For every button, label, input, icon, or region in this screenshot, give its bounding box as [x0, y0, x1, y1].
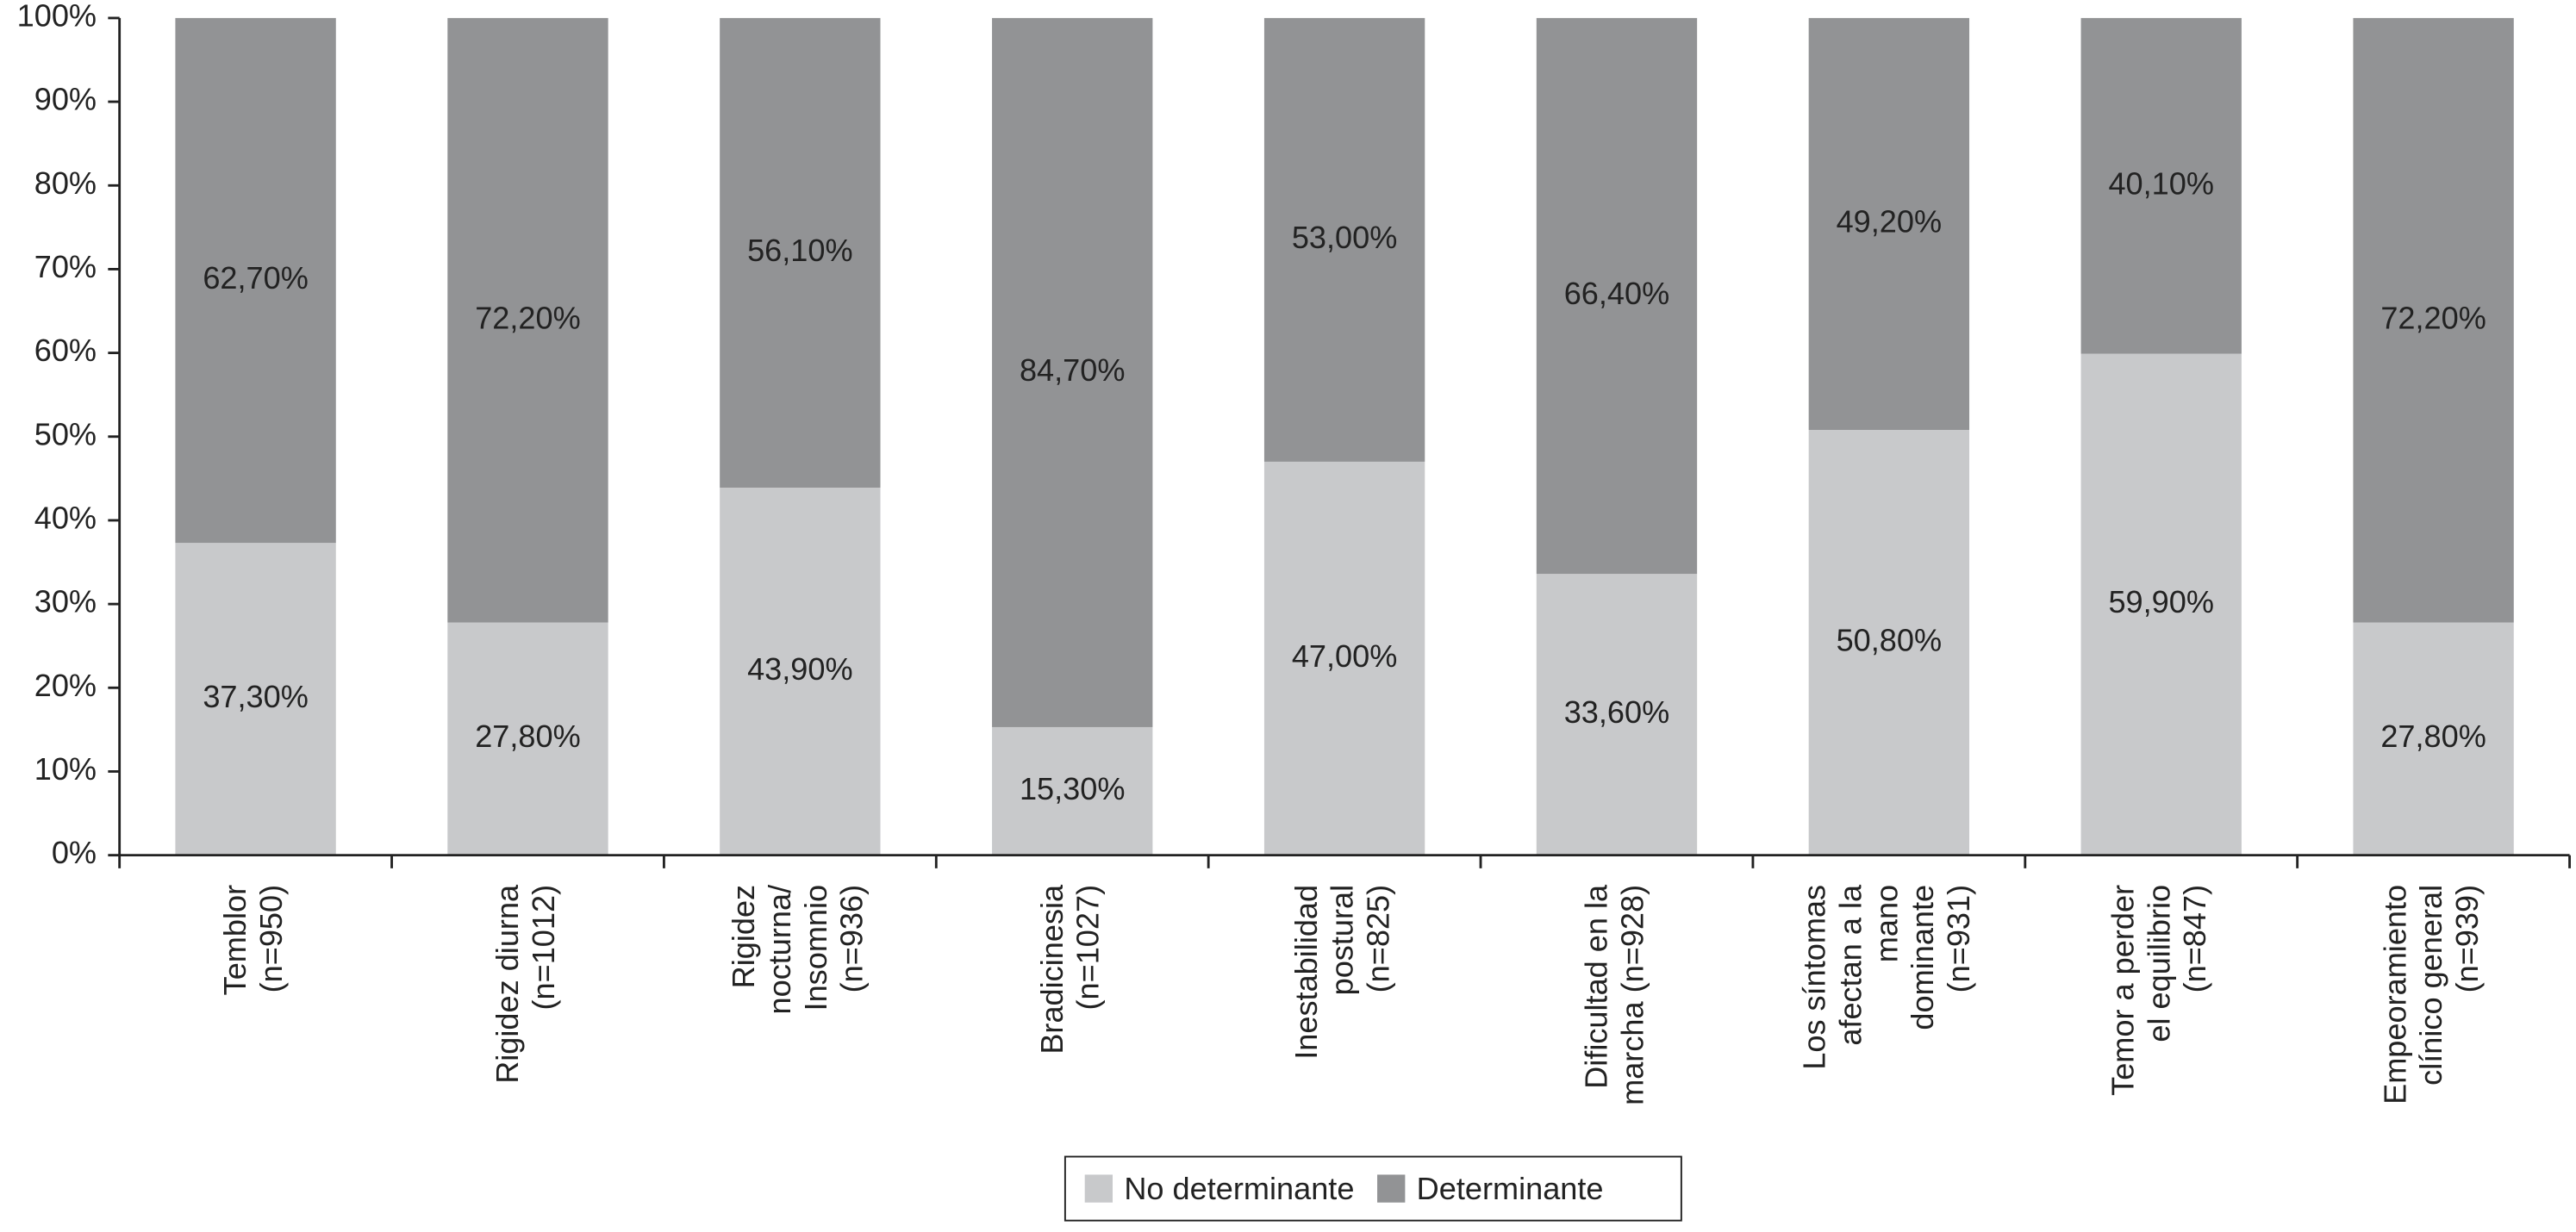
data-label: 53,00% — [1292, 220, 1398, 255]
bar-segment — [2353, 622, 2514, 856]
data-label: 62,70% — [203, 260, 309, 296]
legend-box — [1063, 1155, 1682, 1222]
bar-segment — [175, 17, 336, 544]
x-tick-label: Insomnio — [798, 885, 833, 1011]
x-tick-label: Bradicinesia — [1034, 884, 1070, 1055]
x-tick-label: (n=939) — [2449, 885, 2485, 993]
bar-segment — [720, 17, 881, 488]
data-label: 56,10% — [747, 233, 853, 268]
bar-segment — [1536, 17, 1698, 575]
data-label: 72,20% — [2380, 300, 2486, 335]
data-label: 33,60% — [1564, 694, 1670, 730]
legend-label: No determinante — [1124, 1171, 1354, 1206]
x-tick-label: Dificultad en la — [1579, 884, 1614, 1089]
x-tick-label: (n=1012) — [526, 885, 561, 1011]
x-tick-label: Rigidez diurna — [490, 884, 525, 1084]
x-tick-label: postural — [1325, 885, 1360, 996]
y-tick-label: 30% — [34, 584, 97, 619]
x-tick-label: nocturna/ — [762, 884, 797, 1015]
x-tick-label: Inestabilidad — [1288, 885, 1324, 1060]
bar-segment — [1263, 17, 1425, 462]
y-tick-label: 70% — [34, 249, 97, 284]
x-tick-label: afectan a la — [1833, 884, 1868, 1046]
data-label: 59,90% — [2108, 584, 2214, 619]
x-tick-label: Los síntomas — [1797, 885, 1832, 1070]
x-tick-label: (n=936) — [834, 885, 870, 993]
bar-segment — [2353, 17, 2514, 623]
data-label: 27,80% — [475, 719, 581, 754]
legend-label: Determinante — [1417, 1171, 1604, 1206]
data-label: 37,30% — [203, 679, 309, 714]
bar-segment — [447, 17, 608, 623]
data-label: 27,80% — [2380, 719, 2486, 754]
y-tick-label: 100% — [17, 0, 97, 33]
bar-segment — [992, 726, 1153, 856]
x-tick-label: marcha (n=928) — [1614, 885, 1650, 1105]
x-tick-label: (n=1027) — [1070, 885, 1106, 1011]
data-label: 72,20% — [475, 300, 581, 335]
data-label: 40,10% — [2108, 165, 2214, 201]
y-tick-label: 50% — [34, 416, 97, 451]
bar-segment — [1536, 574, 1698, 856]
legend-swatch — [1377, 1174, 1406, 1203]
x-tick-label: Empeoramiento — [2377, 885, 2412, 1104]
y-tick-label: 20% — [34, 668, 97, 703]
bar-segment — [175, 543, 336, 856]
y-tick-label: 0% — [52, 835, 97, 870]
y-tick-label: 40% — [34, 500, 97, 535]
legend-swatch — [1084, 1174, 1113, 1203]
y-tick-label: 10% — [34, 751, 97, 787]
x-tick-label: Temor a perder — [2105, 885, 2140, 1096]
x-tick-label: Temblor — [217, 885, 253, 995]
y-tick-label: 60% — [34, 333, 97, 368]
bar-segment — [1808, 17, 1970, 431]
bar-segment — [447, 622, 608, 856]
x-tick-label: mano — [1868, 885, 1904, 962]
bar-segment — [2080, 353, 2242, 856]
bar-segment — [720, 488, 881, 856]
legend: No determinante Determinante — [1063, 1155, 1682, 1222]
y-tick-label: 80% — [34, 165, 97, 201]
x-tick-label: (n=931) — [1941, 885, 1976, 993]
data-label: 43,90% — [747, 651, 853, 687]
y-tick-label: 90% — [34, 82, 97, 117]
data-label: 84,70% — [1020, 352, 1126, 388]
x-tick-label: clínico general — [2413, 885, 2448, 1086]
x-tick-label: (n=950) — [253, 885, 289, 993]
bar-segment — [1263, 461, 1425, 856]
x-tick-label: (n=847) — [2177, 885, 2212, 993]
data-label: 49,20% — [1837, 204, 1943, 240]
bar-segment — [1808, 430, 1970, 856]
x-tick-label: (n=825) — [1360, 885, 1395, 993]
data-label: 15,30% — [1020, 771, 1126, 806]
data-label: 50,80% — [1837, 622, 1943, 657]
data-label: 47,00% — [1292, 638, 1398, 674]
x-tick-label: Rigidez — [726, 885, 761, 988]
data-label: 66,40% — [1564, 276, 1670, 311]
x-tick-label: el equilibrio — [2141, 885, 2176, 1042]
bar-segment — [2080, 17, 2242, 354]
x-tick-label: dominante — [1905, 885, 1940, 1030]
bar-segment — [992, 17, 1153, 727]
